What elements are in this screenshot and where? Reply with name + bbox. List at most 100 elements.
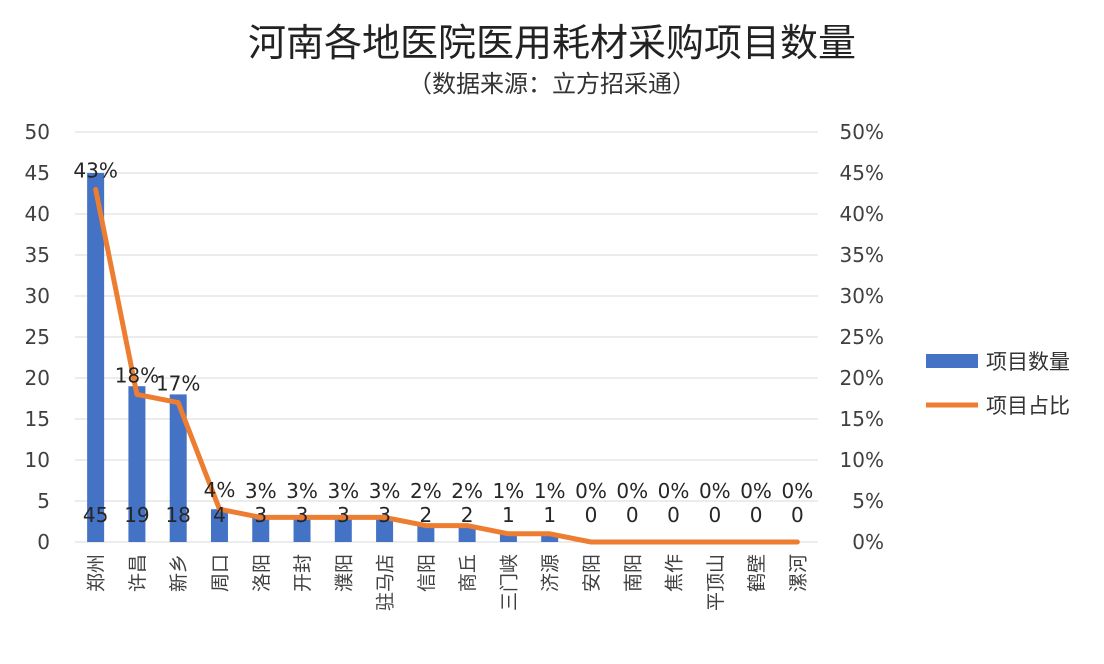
bar (210, 509, 228, 542)
left-tick-label: 30 (25, 284, 50, 308)
category-label: 周口 (209, 554, 231, 592)
bar-series (87, 173, 559, 542)
category-label: 鹤壁 (746, 554, 768, 592)
bar-value-label: 4 (213, 503, 226, 527)
right-tick-label: 50% (840, 120, 884, 144)
right-tick-label: 25% (840, 325, 884, 349)
bar (541, 533, 559, 542)
left-tick-label: 25 (25, 325, 50, 349)
category-label: 焦作 (664, 554, 686, 592)
line-value-label: 0% (781, 479, 813, 503)
legend-label-bar: 项目数量 (986, 350, 1070, 374)
bar-data-labels: 45 19 18 4 3 3 3 3 2 2 1 1 0 0 0 0 0 0 (83, 503, 804, 527)
bar (458, 525, 476, 542)
bar-value-label: 3 (337, 503, 350, 527)
bar (169, 394, 187, 542)
line-value-label: 3% (286, 479, 318, 503)
right-axis: 0% 5% 10% 15% 20% 25% 30% 35% 40% 45% 50% (840, 120, 884, 554)
left-tick-label: 10 (25, 448, 50, 472)
bar (87, 173, 105, 542)
left-tick-label: 50 (25, 120, 50, 144)
bar-value-label: 2 (461, 503, 474, 527)
legend-label-line: 项目占比 (986, 394, 1070, 418)
right-tick-label: 45% (840, 161, 884, 185)
line-value-label: 3% (369, 479, 401, 503)
category-label: 新乡 (168, 554, 190, 592)
right-tick-label: 15% (840, 407, 884, 431)
bar-value-label: 0 (708, 503, 721, 527)
bar (499, 533, 517, 542)
category-axis: 郑州 许昌 新乡 周口 洛阳 开封 濮阳 驻马店 信阳 商丘 三门峡 济源 安阳 南阳 焦作 平顶山 鹤壁 漯河 (86, 554, 810, 611)
left-tick-label: 0 (37, 530, 50, 554)
category-label: 濮阳 (333, 554, 355, 592)
right-tick-label: 10% (840, 448, 884, 472)
left-tick-label: 40 (25, 202, 50, 226)
line-value-label: 3% (245, 479, 277, 503)
bar-value-label: 1 (543, 503, 556, 527)
bar-value-label: 45 (83, 503, 108, 527)
line-value-label: 17% (156, 372, 200, 396)
line-value-label: 1% (534, 479, 566, 503)
category-label: 洛阳 (251, 554, 273, 592)
bar-value-label: 2 (419, 503, 432, 527)
bar-value-label: 0 (791, 503, 804, 527)
right-tick-label: 30% (840, 284, 884, 308)
bar-value-label: 0 (667, 503, 680, 527)
bar-value-label: 19 (124, 503, 149, 527)
right-tick-label: 40% (840, 202, 884, 226)
bar (128, 386, 146, 542)
bar-value-label: 3 (296, 503, 309, 527)
bar (417, 525, 435, 542)
bar-value-label: 3 (378, 503, 391, 527)
chart-subtitle: （数据来源：立方招采通） (408, 70, 696, 98)
line-value-label: 18% (115, 363, 159, 387)
legend-swatch-bar (926, 354, 978, 368)
bar-value-label: 0 (626, 503, 639, 527)
line-value-label: 1% (493, 479, 525, 503)
line-value-label: 0% (616, 479, 648, 503)
category-label: 商丘 (457, 554, 479, 592)
left-tick-label: 20 (25, 366, 50, 390)
category-label: 信阳 (416, 554, 438, 592)
category-label: 驻马店 (375, 554, 397, 611)
line-data-labels: 43% 18%17% 4% 3% 3% 3% 3% 2% 2% 1% 1% 0% 0% 0% 0% 0% 0% (73, 158, 813, 503)
bar (376, 517, 394, 542)
chart-title: 河南各地医院医用耗材采购项目数量 (248, 21, 856, 65)
left-tick-label: 35 (25, 243, 50, 267)
category-label: 开封 (292, 554, 314, 592)
category-label: 郑州 (86, 554, 108, 592)
bar-value-label: 18 (165, 503, 190, 527)
line-value-label: 0% (740, 479, 772, 503)
category-label: 南阳 (622, 554, 644, 592)
category-label: 三门峡 (498, 554, 520, 611)
bar-value-label: 1 (502, 503, 515, 527)
line-value-label: 0% (658, 479, 690, 503)
bar (252, 517, 270, 542)
category-label: 安阳 (581, 554, 603, 592)
left-tick-label: 5 (37, 489, 50, 513)
right-tick-label: 5% (852, 489, 884, 513)
line-value-label: 4% (204, 478, 236, 502)
right-tick-label: 35% (840, 243, 884, 267)
line-series (93, 186, 800, 545)
left-axis: 0 5 10 15 20 25 30 35 40 45 50 (25, 120, 50, 554)
category-label: 济源 (540, 554, 562, 592)
line-value-label: 2% (451, 479, 483, 503)
line-value-label: 43% (73, 158, 117, 182)
left-tick-label: 45 (25, 161, 50, 185)
line-value-label: 0% (699, 479, 731, 503)
right-tick-label: 20% (840, 366, 884, 390)
bar (293, 517, 311, 542)
bar-value-label: 0 (585, 503, 598, 527)
legend: 项目数量 项目占比 (926, 350, 1070, 418)
line-value-label: 0% (575, 479, 607, 503)
bar-value-label: 3 (254, 503, 267, 527)
line-value-label: 3% (327, 479, 359, 503)
category-label: 许昌 (127, 554, 149, 592)
right-tick-label: 0% (852, 530, 884, 554)
bar (334, 517, 352, 542)
series-line (93, 186, 800, 545)
category-label: 平顶山 (705, 554, 727, 611)
